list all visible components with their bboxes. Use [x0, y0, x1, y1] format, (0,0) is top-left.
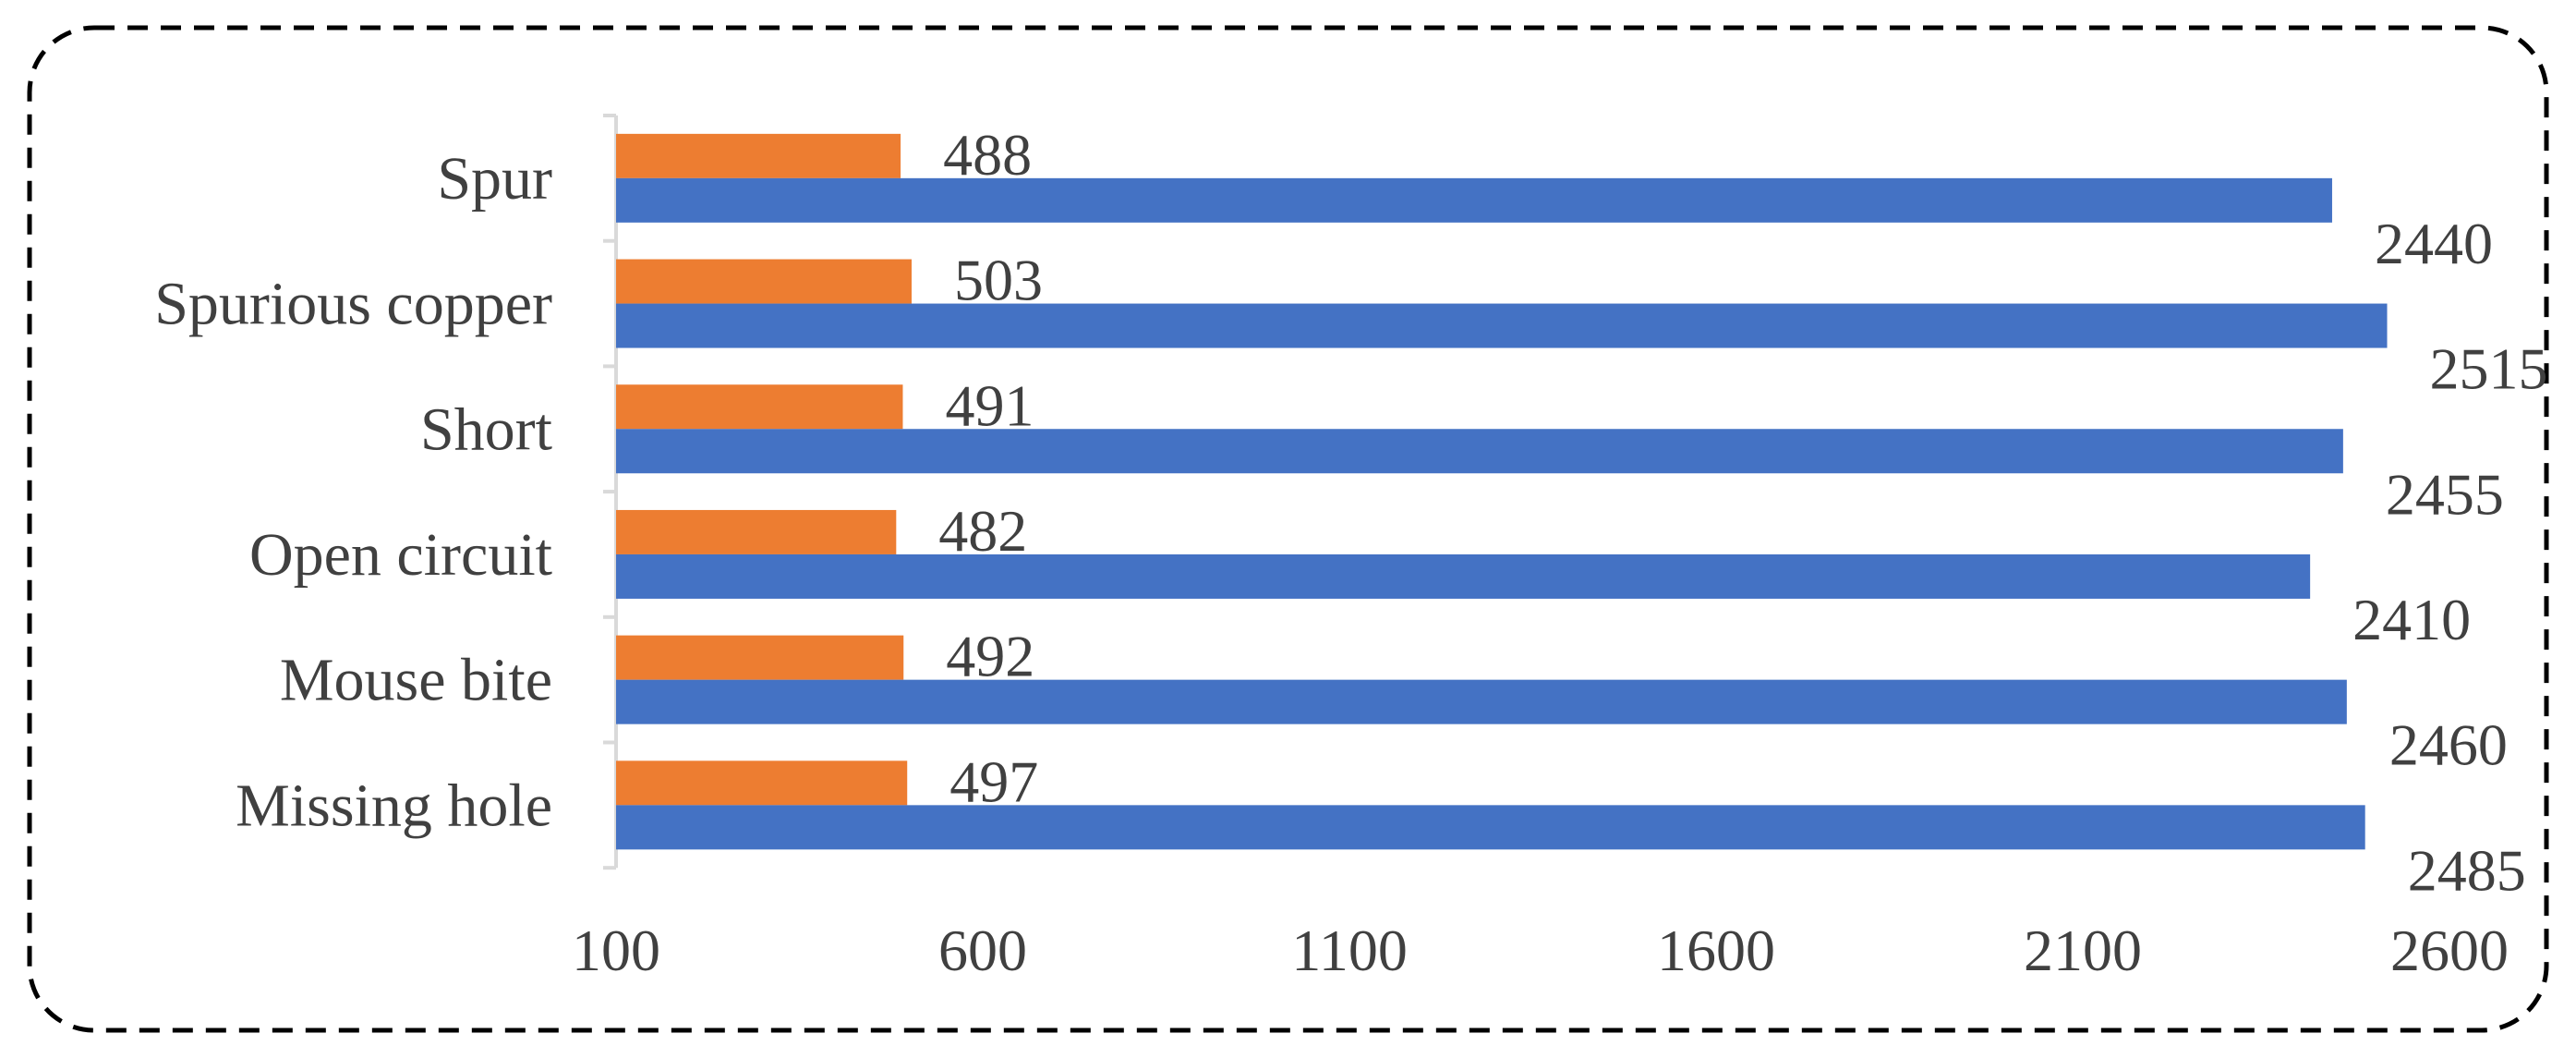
- bar-series-1: [616, 635, 904, 680]
- category-label: Open circuit: [249, 521, 552, 589]
- x-tick-label: 100: [572, 918, 660, 983]
- bar-series-2: [616, 679, 2347, 724]
- chart-border: [27, 25, 2549, 1033]
- data-label-series-1: 503: [954, 248, 1043, 313]
- x-tick-label: 1600: [1657, 918, 1775, 983]
- data-label-series-1: 492: [946, 624, 1034, 689]
- data-label-series-1: 491: [945, 372, 1034, 438]
- data-label-series-2: 2515: [2430, 336, 2548, 402]
- bar-series-1: [616, 509, 897, 554]
- data-label-series-2: 2410: [2352, 587, 2471, 652]
- bars: [616, 133, 2388, 850]
- data-label-series-2: 2455: [2386, 461, 2504, 527]
- category-labels: Spur Spurious copper Short Open circuit Mous…: [154, 145, 552, 839]
- bar-series-2: [616, 177, 2332, 223]
- category-label: Short: [420, 395, 552, 463]
- x-tick-label: 600: [938, 918, 1027, 983]
- bar-series-1: [616, 760, 908, 806]
- category-label: Spur: [437, 145, 552, 213]
- category-label: Mouse bite: [280, 647, 552, 714]
- bar-series-1: [616, 133, 901, 178]
- data-label-series-2: 2460: [2389, 712, 2508, 778]
- data-label-series-2: 2440: [2375, 211, 2493, 276]
- x-tick-label: 2600: [2390, 918, 2509, 983]
- x-tick-labels: 100 600 1100 1600 2100 2600: [572, 918, 2509, 983]
- bar-series-1: [616, 259, 912, 304]
- bar-series-2: [616, 553, 2311, 599]
- data-label-series-1: 488: [943, 122, 1032, 188]
- data-labels: 488 2440 503 2515 491 2455 482 2410 492 2460 497 24…: [938, 122, 2548, 903]
- bar-series-1: [616, 384, 903, 430]
- x-tick-label: 2100: [2024, 918, 2142, 983]
- data-label-series-1: 497: [949, 748, 1038, 814]
- x-tick-label: 1100: [1291, 918, 1408, 983]
- bar-series-2: [616, 805, 2365, 850]
- bar-series-2: [616, 429, 2343, 474]
- category-label: Spurious copper: [154, 271, 552, 338]
- y-axis: [603, 114, 618, 870]
- category-label: Missing hole: [236, 772, 552, 839]
- data-label-series-1: 482: [938, 498, 1027, 564]
- data-label-series-2: 2485: [2408, 837, 2526, 903]
- bar-series-2: [616, 303, 2388, 348]
